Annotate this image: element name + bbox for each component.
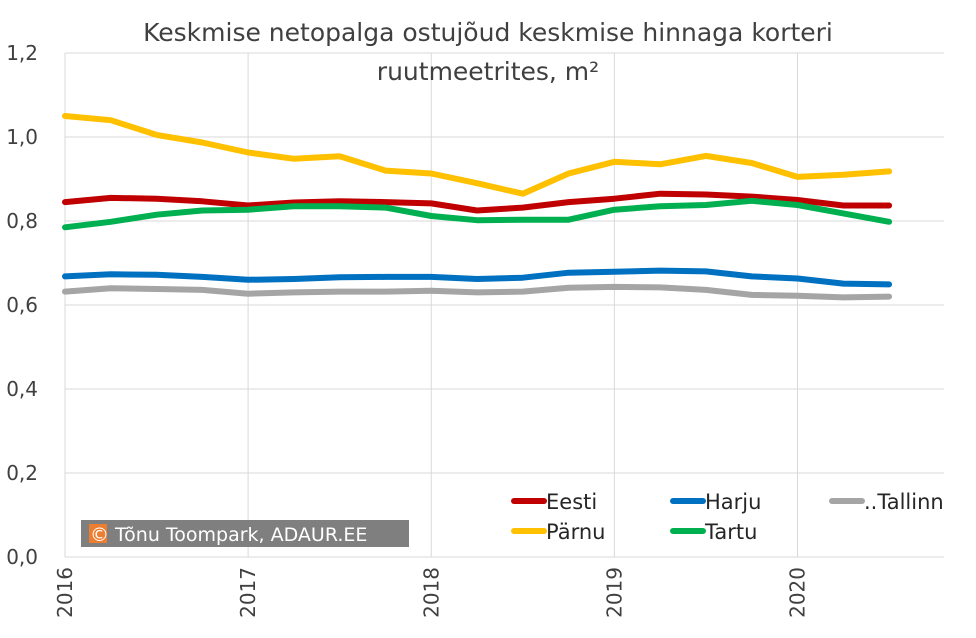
x-tick-labels: 2016 2017 2018 2019 2020	[53, 567, 810, 618]
legend-label-harju: Harju	[705, 490, 761, 514]
series-line-eesti	[62, 190, 893, 214]
x-tick-label: 2020	[786, 567, 810, 618]
x-tick-label: 2016	[53, 567, 77, 618]
axes	[64, 53, 944, 558]
x-tick-label: 2018	[419, 567, 443, 618]
x-tick-label: 2019	[602, 567, 626, 618]
legend-label-tartu: Tartu	[704, 520, 757, 544]
chart-title-line-1: Keskmise netopalga ostujõud keskmise hin…	[143, 18, 833, 47]
series-lines	[62, 113, 893, 301]
legend-label-eesti: Eesti	[546, 490, 597, 514]
chart-title-line-2: ruutmeetrites, m²	[377, 57, 599, 86]
y-tick-label: 0,4	[6, 377, 38, 401]
credit-box-background	[81, 520, 409, 547]
y-tick-label: 1,0	[6, 125, 38, 149]
credit-text: © Tõnu Toompark, ADAUR.EE	[90, 524, 367, 546]
y-tick-label: 1,2	[6, 41, 38, 65]
y-tick-label: 0,8	[6, 209, 38, 233]
chart-title: Keskmise netopalga ostujõud keskmise hin…	[143, 18, 833, 86]
gridlines	[65, 52, 944, 557]
y-tick-label: 0,2	[6, 461, 38, 485]
y-tick-label: 0,0	[6, 545, 38, 569]
legend: Eesti Harju ..Tallinn Pärnu Tartu	[511, 490, 944, 544]
legend-label-prnu: Pärnu	[546, 520, 605, 544]
copyright-icon	[89, 524, 107, 543]
credit-box: © Tõnu Toompark, ADAUR.EE	[81, 520, 409, 547]
series-line-tartu	[62, 197, 893, 231]
y-tick-labels: 0,0 0,2 0,4 0,6 0,8 1,0 1,2	[6, 41, 38, 569]
series-line-prnu	[62, 113, 893, 197]
series-line-tallinn	[62, 283, 893, 301]
legend-label-tallinn: ..Tallinn	[864, 490, 944, 514]
y-tick-label: 0,6	[6, 293, 38, 317]
x-tick-label: 2017	[236, 567, 260, 618]
series-line-harju	[62, 267, 893, 288]
